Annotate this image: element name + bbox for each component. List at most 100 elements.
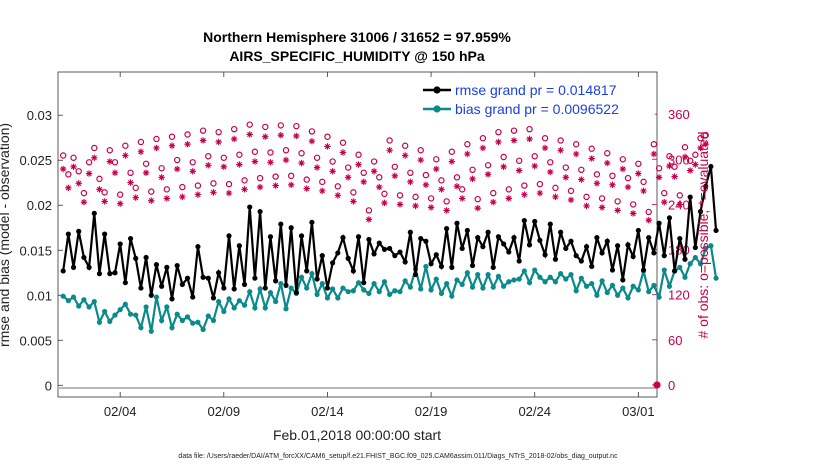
rmse-point [81, 254, 87, 261]
rmse-point [594, 235, 600, 241]
bias-point [469, 284, 476, 290]
x-tick-label: 02/24 [518, 404, 551, 419]
obs-possible-point [401, 142, 409, 149]
bias-point [542, 279, 548, 285]
obs-possible-point [272, 173, 279, 180]
obs-evaluated-point [562, 174, 570, 181]
obs-possible-point [676, 192, 683, 199]
bias-point [501, 283, 507, 289]
rmse-point [583, 244, 590, 250]
obs-possible-point [220, 154, 228, 161]
obs-evaluated-point [173, 165, 181, 173]
obs-possible-point [132, 184, 139, 192]
obs-possible-point [640, 178, 647, 186]
bias-point [96, 319, 103, 325]
rmse-point [578, 258, 584, 264]
rmse-point [107, 271, 113, 277]
obs-evaluated-point [614, 207, 621, 214]
obs-evaluated-point [344, 174, 352, 181]
rmse-point [117, 241, 123, 247]
obs-possible-point [702, 131, 709, 139]
bias-point [407, 284, 413, 290]
rmse-point [65, 231, 71, 237]
obs-evaluated-point [215, 138, 222, 146]
obs-evaluated-point [246, 131, 253, 138]
legend-bias-label: bias grand pr = 0.0096522 [455, 101, 619, 117]
bias-point [687, 261, 693, 267]
obs-evaluated-point [91, 154, 98, 161]
obs-evaluated-point [629, 210, 637, 217]
bias-point [267, 289, 274, 296]
bias-point [159, 317, 165, 324]
obs-possible-point [629, 201, 637, 208]
obs-possible-point [453, 174, 461, 181]
obs-possible-point [91, 144, 98, 152]
obs-evaluated-point [484, 171, 492, 178]
obs-possible-point [500, 153, 507, 161]
rmse-point [376, 240, 382, 246]
obs-possible-point [179, 183, 186, 191]
obs-evaluated-point [572, 150, 580, 158]
obs-possible-point [106, 147, 114, 154]
obs-evaluated-point [282, 156, 290, 164]
obs-possible-point [287, 172, 295, 180]
bias-point [247, 289, 253, 295]
bias-point [91, 298, 97, 305]
bias-point [568, 271, 574, 278]
obs-possible-point [80, 189, 88, 197]
bias-point [319, 280, 325, 287]
bias-point [205, 313, 211, 319]
obs-evaluated-point [448, 158, 456, 165]
obs-possible-point [122, 142, 129, 149]
obs-possible-point [547, 159, 554, 166]
chart-title-line2: AIRS_SPECIFIC_HUMIDITY @ 150 hPa [229, 48, 485, 64]
obs-possible-point [427, 195, 435, 202]
bias-point [314, 291, 320, 297]
bias-point [376, 289, 382, 295]
obs-evaluated-point [313, 164, 321, 171]
obs-evaluated-point [194, 191, 202, 198]
rmse-point [532, 218, 538, 225]
bias-point [630, 283, 636, 289]
bias-point [666, 283, 673, 289]
bias-point [392, 288, 398, 294]
rmse-point [350, 268, 356, 274]
obs-possible-point [282, 147, 290, 154]
rmse-point [682, 256, 688, 262]
bias-point [138, 325, 144, 331]
obs-evaluated-point [427, 204, 435, 211]
obs-possible-point [75, 168, 82, 175]
obs-possible-point [536, 180, 544, 188]
obs-evaluated-point [355, 161, 362, 168]
bias-point [516, 276, 522, 282]
rmse-point [423, 238, 429, 244]
obs-possible-point [433, 156, 440, 163]
bias-point [60, 293, 66, 299]
obs-evaluated-point [256, 183, 264, 191]
bias-point [449, 293, 455, 299]
bias-point [682, 274, 688, 280]
obs-possible-point [142, 160, 150, 167]
rmse-point [501, 241, 507, 247]
rmse-point [324, 285, 331, 291]
rmse-point [708, 163, 714, 170]
bias-point [387, 291, 393, 297]
obs-possible-point [344, 164, 352, 171]
obs-evaluated-point [469, 175, 476, 183]
rmse-point [309, 219, 315, 225]
obs-possible-point [510, 127, 518, 134]
obs-evaluated-point [277, 131, 285, 139]
rmse-point [703, 183, 709, 189]
rmse-point [397, 249, 403, 255]
bias-point [713, 275, 719, 281]
obs-evaluated-point [153, 144, 160, 152]
x-tick-label: 02/19 [415, 404, 448, 419]
obs-possible-point [578, 166, 585, 174]
obs-evaluated-point [199, 137, 207, 144]
y-axis-left: 0 0.005 0.01 0.015 0.02 0.025 0.03 [19, 108, 63, 393]
y-right-tick-label: 120 [668, 288, 690, 303]
obs-evaluated-point [59, 165, 67, 173]
obs-evaluated-point [567, 196, 575, 204]
rmse-point [604, 238, 610, 244]
y-left-tick-label: 0.01 [27, 288, 52, 303]
